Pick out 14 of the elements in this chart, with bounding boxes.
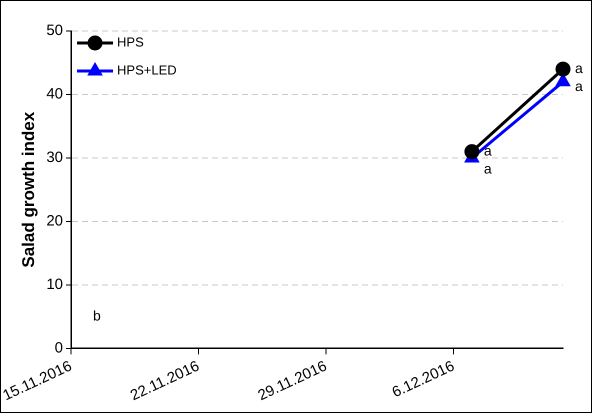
y-tick-label: 40	[46, 86, 64, 103]
legend-label: HPS	[117, 34, 144, 50]
y-tick-label: 50	[46, 22, 64, 40]
annotation: a	[575, 78, 583, 94]
annotation: b	[93, 307, 102, 324]
annotation: a	[484, 160, 492, 176]
annotation: a	[484, 142, 492, 158]
y-tick-label: 0	[54, 340, 64, 357]
annotation: a	[575, 60, 583, 76]
y-tick-label: 20	[46, 212, 64, 230]
y-axis-title: Salad growth index	[18, 111, 38, 268]
legend-label: HPS+LED	[117, 62, 177, 78]
y-tick-label: 30	[46, 149, 64, 166]
y-tick-label: 10	[46, 276, 64, 294]
